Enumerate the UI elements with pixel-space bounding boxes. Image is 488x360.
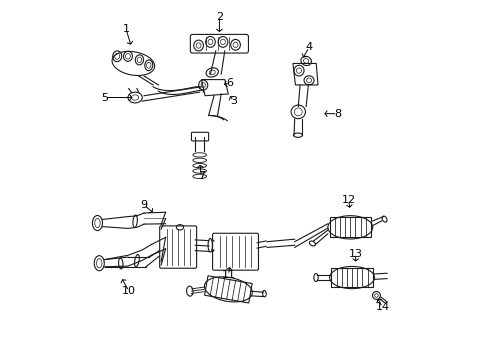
- Text: 3: 3: [230, 96, 237, 106]
- FancyBboxPatch shape: [212, 233, 258, 270]
- Text: 4: 4: [305, 42, 312, 52]
- Text: 12: 12: [341, 195, 355, 205]
- Text: 13: 13: [348, 248, 362, 258]
- Text: 2: 2: [215, 12, 223, 22]
- Text: 6: 6: [226, 78, 233, 88]
- Text: 14: 14: [375, 302, 389, 312]
- Text: 7: 7: [198, 171, 204, 181]
- Text: 5: 5: [101, 93, 108, 103]
- Text: 9: 9: [140, 200, 147, 210]
- Text: 10: 10: [122, 286, 136, 296]
- FancyBboxPatch shape: [160, 226, 196, 268]
- Text: 8: 8: [333, 109, 341, 119]
- Text: 1: 1: [122, 24, 129, 35]
- Text: 11: 11: [221, 270, 235, 280]
